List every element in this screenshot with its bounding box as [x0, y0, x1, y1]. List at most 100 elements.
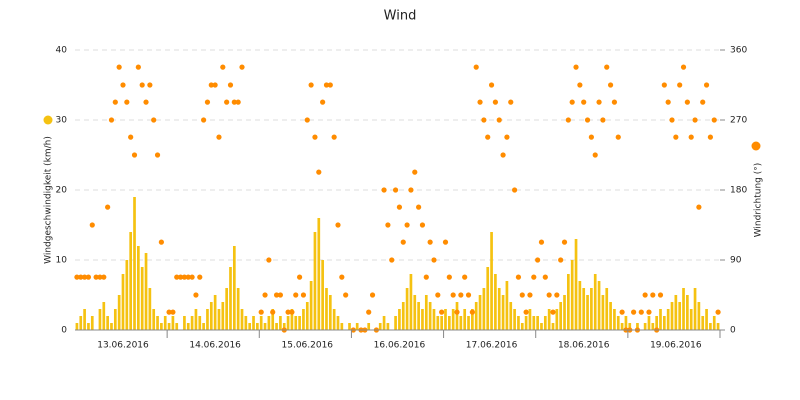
- bar: [113, 309, 117, 330]
- point: [143, 99, 149, 105]
- point: [496, 117, 502, 123]
- bar: [167, 323, 171, 330]
- bar: [152, 309, 156, 330]
- point: [423, 274, 429, 280]
- point: [296, 274, 303, 280]
- point: [542, 274, 548, 280]
- bar: [83, 309, 86, 330]
- point: [408, 187, 414, 193]
- bar: [328, 295, 332, 330]
- bar: [217, 309, 221, 330]
- bar: [509, 302, 513, 330]
- bar: [524, 316, 528, 330]
- bar: [578, 281, 582, 330]
- point: [535, 257, 541, 263]
- x-tick-label: 19.06.2016: [650, 341, 702, 351]
- point: [105, 204, 111, 210]
- bar: [532, 316, 536, 330]
- bar: [321, 260, 324, 330]
- bar: [543, 316, 547, 330]
- point: [266, 257, 272, 263]
- bar: [386, 323, 390, 330]
- bar: [244, 316, 248, 330]
- point: [285, 309, 291, 315]
- point: [657, 292, 664, 298]
- point: [208, 82, 214, 88]
- bar: [559, 302, 563, 330]
- point: [170, 309, 176, 315]
- y-tick-label: 20: [56, 186, 68, 196]
- point: [147, 82, 153, 88]
- bar: [378, 323, 382, 330]
- bar: [451, 309, 455, 330]
- bar: [574, 239, 578, 330]
- point: [523, 309, 529, 315]
- point: [201, 117, 207, 123]
- point: [339, 274, 345, 280]
- bar: [609, 302, 612, 330]
- point: [439, 309, 445, 315]
- bar: [309, 281, 313, 330]
- point: [554, 292, 560, 298]
- point: [385, 222, 391, 228]
- bar: [494, 274, 497, 330]
- point: [331, 134, 337, 140]
- bar: [447, 316, 451, 330]
- bar: [697, 302, 701, 330]
- bar: [540, 323, 543, 330]
- point: [404, 222, 410, 228]
- point: [151, 117, 157, 123]
- point: [481, 117, 487, 123]
- bar: [570, 260, 574, 330]
- bar: [616, 316, 620, 330]
- point: [74, 274, 80, 280]
- bar: [267, 316, 271, 330]
- point: [224, 99, 230, 105]
- point: [538, 239, 545, 245]
- bar: [417, 302, 420, 330]
- bar: [689, 309, 693, 330]
- x-tick-label: 17.06.2016: [466, 341, 518, 351]
- bar: [117, 295, 121, 330]
- point: [485, 134, 491, 140]
- bar: [367, 323, 371, 330]
- x-tick-label: 15.06.2016: [282, 341, 334, 351]
- bar: [313, 232, 317, 330]
- bar: [471, 309, 474, 330]
- y-tick-label: 0: [61, 326, 67, 336]
- point: [604, 64, 610, 70]
- bar: [317, 218, 321, 330]
- point: [235, 99, 241, 105]
- point: [166, 309, 172, 315]
- y2-tick-label: 180: [730, 186, 747, 196]
- bar: [79, 316, 83, 330]
- bar: [678, 302, 682, 330]
- bar: [501, 295, 505, 330]
- point: [412, 169, 418, 175]
- y2-tick-label: 90: [730, 256, 742, 266]
- bar: [236, 288, 240, 330]
- point: [189, 274, 195, 280]
- bar: [232, 246, 236, 330]
- point: [128, 134, 134, 140]
- point: [435, 292, 441, 298]
- bar: [659, 309, 662, 330]
- point: [581, 99, 587, 105]
- bar: [636, 323, 639, 330]
- point: [642, 292, 648, 298]
- point: [93, 274, 99, 280]
- point: [327, 82, 333, 88]
- point: [619, 309, 625, 315]
- bar: [455, 302, 459, 330]
- point: [611, 99, 618, 105]
- point: [392, 187, 399, 193]
- point: [519, 292, 525, 298]
- point: [158, 239, 164, 245]
- bar: [674, 295, 678, 330]
- point: [661, 82, 667, 88]
- point: [715, 309, 721, 315]
- bar: [440, 316, 443, 330]
- bar: [628, 323, 632, 330]
- point: [565, 117, 571, 123]
